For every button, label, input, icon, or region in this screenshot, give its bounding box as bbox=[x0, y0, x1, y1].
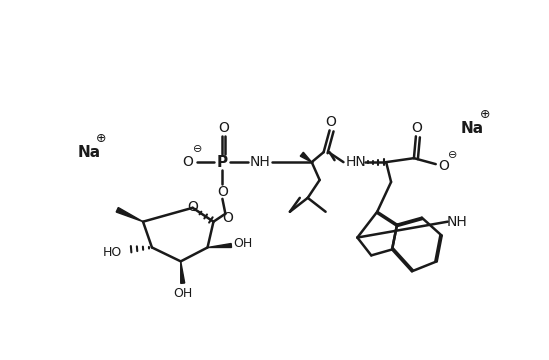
Text: HO: HO bbox=[103, 246, 122, 259]
Text: O: O bbox=[222, 211, 233, 225]
Text: HN: HN bbox=[346, 155, 367, 169]
Text: OH: OH bbox=[234, 237, 253, 250]
Text: O: O bbox=[325, 116, 336, 130]
Polygon shape bbox=[300, 152, 312, 162]
Text: O: O bbox=[187, 200, 198, 214]
Text: O: O bbox=[182, 155, 193, 169]
Text: O: O bbox=[218, 121, 229, 135]
Text: ⊖: ⊖ bbox=[193, 144, 202, 154]
Text: NH: NH bbox=[250, 155, 271, 169]
Polygon shape bbox=[181, 261, 184, 283]
Text: ⊕: ⊕ bbox=[480, 108, 491, 121]
Text: ⊕: ⊕ bbox=[96, 132, 107, 145]
Polygon shape bbox=[208, 243, 232, 247]
Text: O: O bbox=[217, 185, 228, 199]
Text: Na: Na bbox=[461, 121, 484, 136]
Text: O: O bbox=[411, 121, 422, 135]
Text: NH: NH bbox=[446, 215, 467, 229]
Text: Na: Na bbox=[78, 145, 101, 160]
Text: P: P bbox=[217, 155, 228, 170]
Text: ⊖: ⊖ bbox=[448, 150, 457, 160]
Text: OH: OH bbox=[173, 287, 192, 300]
Text: O: O bbox=[438, 159, 449, 173]
Polygon shape bbox=[116, 207, 143, 222]
